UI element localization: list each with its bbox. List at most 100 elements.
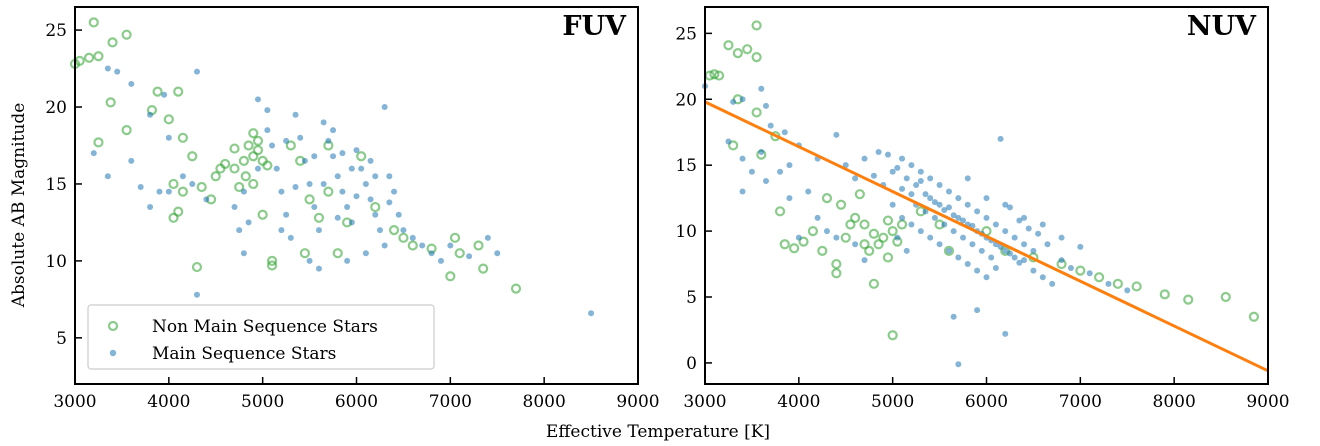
nuv-non-main-sequence-point: [884, 217, 892, 225]
fuv-main-sequence-point: [128, 158, 134, 164]
fuv-non-main-sequence-point: [451, 234, 459, 242]
nuv-non-main-sequence-point: [889, 227, 897, 235]
nuv-main-sequence-point: [894, 235, 900, 241]
fuv-main-sequence-point: [316, 227, 322, 233]
fuv-main-sequence-point: [293, 184, 299, 190]
fuv-main-sequence-point: [588, 310, 594, 316]
fuv-main-sequence-point: [293, 112, 299, 118]
fuv-main-sequence-point: [255, 96, 261, 102]
nuv-non-main-sequence-point: [753, 108, 761, 116]
nuv-main-sequence-point: [941, 207, 947, 213]
nuv-main-sequence-point: [749, 169, 755, 175]
fuv-main-sequence-point: [283, 138, 289, 144]
fuv-main-sequence-point: [335, 173, 341, 179]
nuv-x-tick-label: 8000: [1153, 392, 1196, 412]
fuv-main-sequence-point: [391, 189, 397, 195]
nuv-main-sequence-point: [998, 136, 1004, 142]
fuv-main-sequence-point: [105, 66, 111, 72]
nuv-main-sequence-point: [782, 129, 788, 135]
fuv-non-main-sequence-point: [254, 146, 262, 154]
nuv-main-sequence-point: [1049, 281, 1055, 287]
nuv-y-tick-label: 10: [675, 222, 697, 242]
nuv-main-sequence-point: [1030, 248, 1036, 254]
fuv-non-main-sequence-point: [188, 152, 196, 160]
fuv-main-sequence-point: [255, 166, 261, 172]
fuv-main-sequence-point: [274, 166, 280, 172]
nuv-main-sequence-point: [918, 228, 924, 234]
fuv-main-sequence-point: [396, 212, 402, 218]
nuv-main-sequence-point: [890, 202, 896, 208]
nuv-main-sequence-point: [758, 149, 764, 155]
nuv-x-tick-label: 3000: [683, 392, 726, 412]
nuv-y-tick-label: 25: [675, 24, 697, 44]
nuv-non-main-sequence-point: [790, 244, 798, 252]
fuv-non-main-sequence-point: [179, 188, 187, 196]
nuv-x-tick-label: 6000: [965, 392, 1008, 412]
nuv-x-tick-label: 5000: [871, 392, 914, 412]
fuv-x-tick-label: 4000: [147, 392, 190, 412]
nuv-main-sequence-point: [1026, 225, 1032, 231]
fuv-non-main-sequence-point: [85, 54, 93, 62]
fuv-main-sequence-point: [278, 227, 284, 233]
fuv-non-main-sequence-point: [357, 152, 365, 160]
nuv-main-sequence-point: [984, 215, 990, 221]
nuv-main-sequence-point: [988, 254, 994, 260]
fuv-non-main-sequence-point: [456, 249, 464, 257]
nuv-main-sequence-point: [833, 235, 839, 241]
fuv-non-main-sequence-point: [94, 52, 102, 60]
legend: Non Main Sequence Stars Main Sequence St…: [88, 305, 434, 369]
fuv-non-main-sequence-point: [301, 249, 309, 257]
nuv-main-sequence-point: [815, 215, 821, 221]
fuv-main-sequence-point: [354, 147, 360, 153]
nuv-main-sequence-point: [758, 86, 764, 92]
nuv-main-sequence-point: [768, 123, 774, 129]
nuv-main-sequence-point: [918, 169, 924, 175]
nuv-main-sequence-point: [979, 248, 985, 254]
nuv-non-main-sequence-point: [1114, 280, 1122, 288]
nuv-main-sequence-point: [740, 189, 746, 195]
fuv-main-sequence-point: [241, 250, 247, 256]
fuv-non-main-sequence-point: [231, 145, 239, 153]
nuv-non-main-sequence-point: [875, 240, 883, 248]
nuv-main-sequence-point: [955, 195, 961, 201]
nuv-main-sequence-point: [871, 173, 877, 179]
nuv-main-sequence-point: [965, 175, 971, 181]
fuv-non-main-sequence-point: [249, 129, 257, 137]
nuv-main-sequence-point: [899, 186, 905, 192]
fuv-non-main-sequence-point: [174, 88, 182, 96]
fuv-main-sequence-point: [269, 142, 275, 148]
nuv-non-main-sequence-point: [1095, 273, 1103, 281]
nuv-main-sequence-point: [941, 222, 947, 228]
fuv-non-main-sequence-point: [198, 183, 206, 191]
nuv-main-sequence-point: [955, 361, 961, 367]
fuv-main-sequence-point: [344, 204, 350, 210]
nuv-main-sequence-point: [904, 248, 910, 254]
fuv-main-sequence-point: [147, 112, 153, 118]
nuv-main-sequence-point: [923, 191, 929, 197]
nuv-non-main-sequence-point: [781, 240, 789, 248]
fuv-non-main-sequence-point: [512, 285, 520, 293]
fuv-main-sequence-point: [288, 235, 294, 241]
fuv-non-main-sequence-point: [371, 203, 379, 211]
fuv-main-sequence-point: [466, 253, 472, 259]
legend-label-main-sequence: Main Sequence Stars: [152, 344, 336, 364]
fuv-non-main-sequence-point: [240, 157, 248, 165]
nuv-non-main-sequence-point: [1161, 290, 1169, 298]
fuv-x-tick-label: 8000: [523, 392, 566, 412]
fuv-non-main-sequence-point: [259, 211, 267, 219]
nuv-non-main-sequence-point: [870, 280, 878, 288]
nuv-non-main-sequence-point: [861, 221, 869, 229]
fuv-main-sequence-point: [264, 107, 270, 113]
fuv-main-sequence-point: [189, 181, 195, 187]
fuv-main-sequence-point: [438, 258, 444, 264]
fuv-main-sequence-point: [429, 250, 435, 256]
fuv-non-main-sequence-point: [123, 126, 131, 134]
fuv-non-main-sequence-point: [193, 263, 201, 271]
fuv-non-main-sequence-point: [245, 141, 253, 149]
fuv-x-tick-label: 7000: [429, 392, 472, 412]
fuv-non-main-sequence-point: [479, 265, 487, 273]
nuv-main-sequence-point: [1016, 260, 1022, 266]
nuv-main-sequence-point: [740, 96, 746, 102]
fuv-main-sequence-point: [128, 81, 134, 87]
